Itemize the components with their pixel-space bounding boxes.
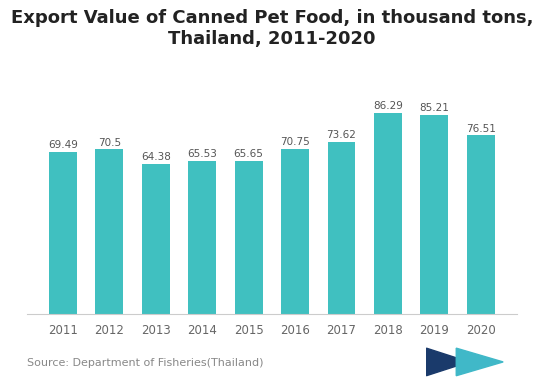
Polygon shape bbox=[426, 348, 469, 376]
Text: 73.62: 73.62 bbox=[327, 130, 357, 140]
Text: 69.49: 69.49 bbox=[48, 140, 78, 150]
Bar bbox=[235, 161, 263, 314]
Bar bbox=[374, 113, 402, 314]
Polygon shape bbox=[456, 348, 503, 376]
Text: 85.21: 85.21 bbox=[419, 103, 449, 113]
Bar bbox=[142, 164, 169, 314]
Text: 86.29: 86.29 bbox=[373, 101, 403, 111]
Bar bbox=[95, 149, 123, 314]
Bar bbox=[421, 115, 448, 314]
Bar bbox=[328, 142, 356, 314]
Text: 70.75: 70.75 bbox=[280, 137, 310, 147]
Title: Export Value of Canned Pet Food, in thousand tons,
Thailand, 2011-2020: Export Value of Canned Pet Food, in thou… bbox=[11, 9, 533, 48]
Bar bbox=[49, 152, 77, 314]
Bar bbox=[281, 149, 309, 314]
Text: 65.53: 65.53 bbox=[187, 149, 217, 159]
Text: Source: Department of Fisheries(Thailand): Source: Department of Fisheries(Thailand… bbox=[27, 358, 263, 368]
Text: 70.5: 70.5 bbox=[98, 137, 121, 147]
Text: 65.65: 65.65 bbox=[233, 149, 263, 159]
Bar bbox=[188, 161, 216, 314]
Bar bbox=[467, 136, 495, 314]
Text: 76.51: 76.51 bbox=[466, 124, 496, 134]
Text: 64.38: 64.38 bbox=[141, 152, 171, 162]
